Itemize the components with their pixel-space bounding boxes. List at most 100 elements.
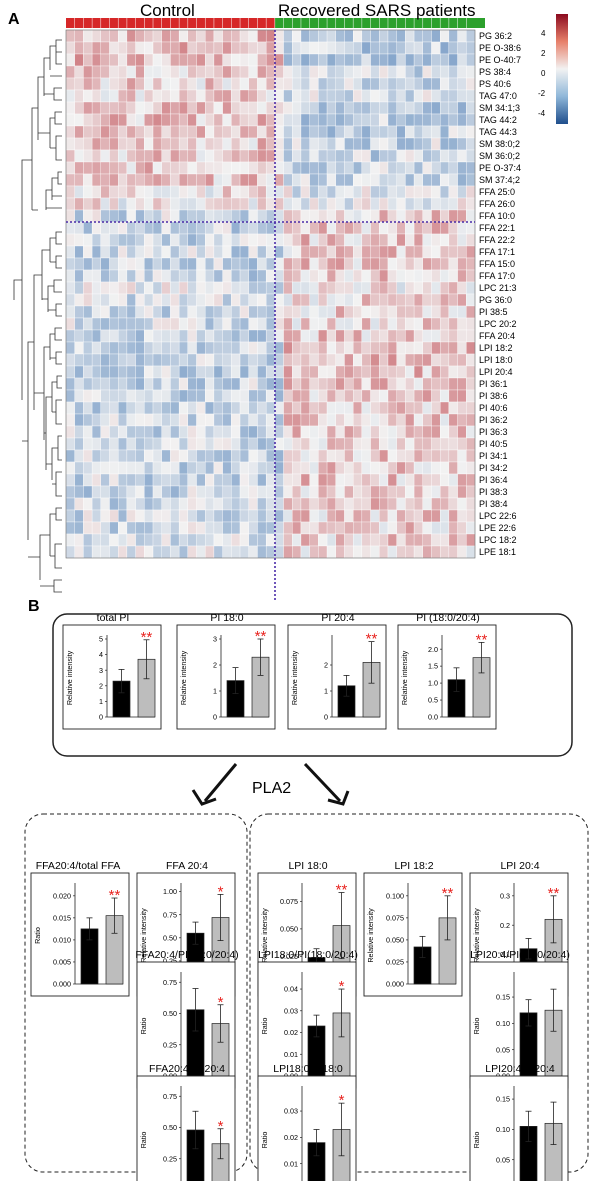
heatmap-cell — [161, 341, 171, 355]
heatmap-cell — [457, 425, 467, 439]
heatmap-cell — [161, 377, 171, 391]
heatmap-cell — [161, 413, 171, 427]
heatmap-cell — [396, 365, 406, 379]
heatmap-cell — [257, 125, 267, 139]
heatmap-cell — [118, 473, 128, 487]
heatmap-cell — [292, 101, 302, 115]
heatmap-cell — [109, 209, 119, 223]
heatmap-cell — [144, 485, 154, 499]
heatmap-cell — [431, 389, 441, 403]
heatmap-cell — [283, 65, 293, 79]
heatmap-cell — [222, 389, 232, 403]
heatmap-cell — [109, 377, 119, 391]
heatmap-cell — [396, 317, 406, 331]
heatmap-cell — [109, 149, 119, 163]
heatmap-cell — [292, 377, 302, 391]
heatmap-cell — [161, 437, 171, 451]
heatmap-cell — [222, 149, 232, 163]
heatmap-cell — [257, 485, 267, 499]
heatmap-cell — [126, 221, 136, 235]
heatmap-cell — [222, 293, 232, 307]
heatmap-cell — [265, 149, 276, 163]
heatmap-cell — [396, 281, 406, 295]
heatmap-cell — [248, 461, 258, 475]
heatmap-cell — [118, 437, 128, 451]
heatmap-cell — [370, 173, 380, 187]
heatmap-cell — [161, 317, 171, 331]
heatmap-cell — [205, 413, 215, 427]
heatmap-cell — [187, 389, 197, 403]
heatmap-cell — [161, 65, 171, 79]
heatmap-cell — [178, 485, 189, 499]
heatmap-cell — [352, 317, 363, 331]
heatmap-cell — [309, 137, 319, 151]
heatmap-cell — [213, 317, 223, 331]
heatmap-cell — [118, 113, 128, 127]
heatmap-cell — [413, 65, 423, 79]
heatmap-cell — [344, 473, 354, 487]
heatmap-cell — [135, 413, 145, 427]
heatmap-cell — [431, 281, 441, 295]
heatmap-cell — [118, 197, 128, 211]
heatmap-cell — [413, 137, 423, 151]
heatmap-cell — [387, 173, 397, 187]
heatmap-cell — [222, 257, 232, 271]
heatmap-cell — [370, 293, 380, 307]
heatmap-cell — [74, 161, 84, 175]
heatmap-cell — [387, 137, 397, 151]
heatmap-cell — [448, 341, 458, 355]
heatmap-cell — [440, 353, 450, 367]
heatmap-cell — [196, 53, 206, 67]
heatmap-cell — [413, 197, 423, 211]
heatmap-cell — [196, 449, 206, 463]
heatmap-cell — [83, 125, 93, 139]
heatmap-cell — [74, 209, 84, 223]
heatmap-cell — [83, 209, 93, 223]
heatmap-cell — [196, 509, 206, 523]
heatmap-cell — [257, 521, 267, 535]
y-tick-label: 0.015 — [53, 913, 71, 922]
y-tick-label: 0.75 — [163, 910, 177, 919]
heatmap-cell — [440, 233, 450, 247]
heatmap-cell — [248, 437, 258, 451]
heatmap-cell — [170, 545, 180, 559]
heatmap-cell — [326, 329, 336, 343]
heatmap-cell — [466, 257, 476, 271]
heatmap-cell — [413, 293, 423, 307]
heatmap-cell — [178, 305, 189, 319]
heatmap-cell — [309, 29, 319, 43]
heatmap-cell — [118, 77, 128, 91]
heatmap-cell — [205, 377, 215, 391]
chart-title: LPI20:4/PI20:4 — [485, 1063, 555, 1075]
heatmap-cell — [231, 545, 241, 559]
heatmap-cell — [91, 533, 101, 547]
heatmap-cell — [422, 257, 432, 271]
heatmap-cell — [144, 461, 154, 475]
recovered-group-label: Recovered SARS patients — [278, 1, 476, 20]
heatmap-cell — [326, 365, 336, 379]
heatmap-cell — [422, 245, 432, 259]
pi-group-frame — [52, 613, 573, 757]
heatmap-cell — [387, 53, 397, 67]
heatmap-cell — [361, 65, 371, 79]
heatmap-row-label: FFA 10:0 — [479, 211, 515, 221]
heatmap-cell — [178, 269, 189, 283]
heatmap-cell — [74, 521, 84, 535]
heatmap-cell — [161, 197, 171, 211]
heatmap-cell — [370, 341, 380, 355]
heatmap-cell — [222, 401, 232, 415]
heatmap-cell — [83, 233, 93, 247]
heatmap-cell — [274, 53, 284, 67]
heatmap-cell — [161, 509, 171, 523]
heatmap-cell — [91, 401, 101, 415]
heatmap-cell — [91, 269, 101, 283]
chart-title: LPI20:4/PI(18:0/20:4) — [470, 949, 570, 961]
heatmap-cell — [152, 53, 162, 67]
heatmap-cell — [318, 377, 328, 391]
heatmap-cell — [144, 545, 154, 559]
heatmap-cell — [265, 113, 276, 127]
heatmap-cell — [222, 353, 232, 367]
heatmap-cell — [205, 41, 215, 55]
heatmap-cell — [161, 245, 171, 259]
